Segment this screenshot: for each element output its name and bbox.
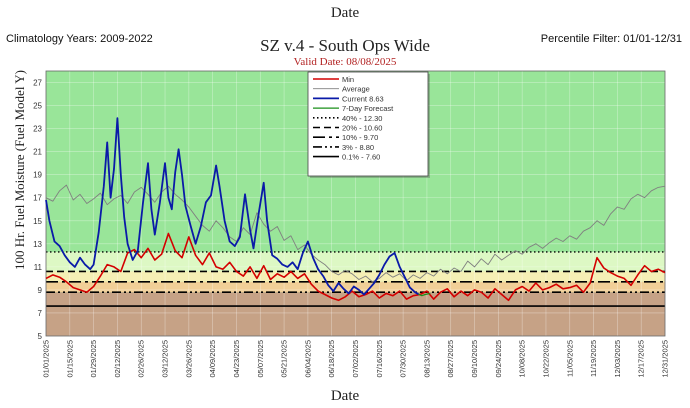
band-below-3 xyxy=(46,292,665,336)
y-tick-label: 19 xyxy=(33,171,42,180)
x-tick-label: 09/24/2025 xyxy=(494,340,503,378)
x-tick-label: 12/31/2025 xyxy=(661,340,670,378)
legend-label: 3% - 8.80 xyxy=(342,143,374,152)
legend-label: 7-Day Forecast xyxy=(342,104,394,113)
legend-label: 40% - 12.30 xyxy=(342,114,382,123)
legend-label: Min xyxy=(342,75,354,84)
valid-date: Valid Date: 08/08/2025 xyxy=(293,56,397,68)
y-tick-label: 15 xyxy=(33,217,42,226)
x-tick-label: 05/21/2025 xyxy=(280,340,289,378)
percentile-filter: Percentile Filter: 01/01-12/31 xyxy=(540,33,682,45)
x-tick-label: 12/03/2025 xyxy=(613,340,622,378)
climatology-years: Climatology Years: 2009-2022 xyxy=(6,33,153,45)
x-tick-label: 01/01/2025 xyxy=(42,340,51,378)
x-axis-label: Date xyxy=(330,388,360,404)
x-tick-label: 01/29/2025 xyxy=(89,340,98,378)
x-tick-label: 05/07/2025 xyxy=(256,340,265,378)
series-line-average xyxy=(45,184,666,283)
x-tick-label: 11/05/2025 xyxy=(565,340,574,377)
y-tick-label: 11 xyxy=(34,263,43,272)
x-tick-label: 10/22/2025 xyxy=(541,340,550,378)
x-tick-label: 02/12/2025 xyxy=(113,340,122,378)
y-tick-label: 9 xyxy=(38,286,43,295)
series-line-7-day-forecast xyxy=(418,292,431,297)
x-tick-label: 01/15/2025 xyxy=(65,340,74,378)
y-tick-label: 7 xyxy=(38,309,43,318)
x-tick-label: 06/18/2025 xyxy=(327,340,336,378)
x-tick-label: 03/26/2025 xyxy=(184,340,193,378)
x-tick-label: 10/08/2025 xyxy=(518,340,527,378)
x-tick-label: 04/23/2025 xyxy=(232,340,241,378)
y-tick-label: 27 xyxy=(33,79,42,88)
band-20-40 xyxy=(46,251,665,272)
legend-label: 10% - 9.70 xyxy=(342,133,378,142)
y-tick-label: 21 xyxy=(33,148,42,157)
legend-label: Average xyxy=(342,85,370,94)
x-tick-label: 07/02/2025 xyxy=(351,340,360,378)
x-tick-label: 12/17/2025 xyxy=(637,340,646,378)
x-tick-label: 09/10/2025 xyxy=(470,340,479,378)
y-tick-label: 23 xyxy=(33,125,42,134)
x-tick-label: 08/13/2025 xyxy=(422,340,431,378)
legend-label: 20% - 10.60 xyxy=(342,124,382,133)
x-tick-label: 08/27/2025 xyxy=(446,340,455,378)
series-line-current-8-63 xyxy=(45,117,419,296)
y-tick-label: 25 xyxy=(33,102,42,111)
series-line-min xyxy=(45,232,666,302)
x-tick-label: 03/12/2025 xyxy=(161,340,170,378)
legend-label: 0.1% - 7.60 xyxy=(342,153,380,162)
x-tick-label: 11/19/2025 xyxy=(589,340,598,377)
top-axis-label: Date xyxy=(330,5,360,21)
y-tick-label: 13 xyxy=(33,240,42,249)
y-tick-label: 5 xyxy=(38,332,43,341)
x-tick-label: 06/04/2025 xyxy=(303,340,312,378)
x-tick-label: 07/16/2025 xyxy=(375,340,384,378)
x-tick-label: 04/09/2025 xyxy=(208,340,217,378)
y-tick-label: 17 xyxy=(33,194,42,203)
legend-label: Current 8.63 xyxy=(342,94,384,103)
x-tick-label: 02/26/2025 xyxy=(137,340,146,378)
chart-title: SZ v.4 - South Ops Wide xyxy=(260,36,430,55)
legend-box xyxy=(307,71,429,177)
x-tick-label: 07/30/2025 xyxy=(399,340,408,378)
